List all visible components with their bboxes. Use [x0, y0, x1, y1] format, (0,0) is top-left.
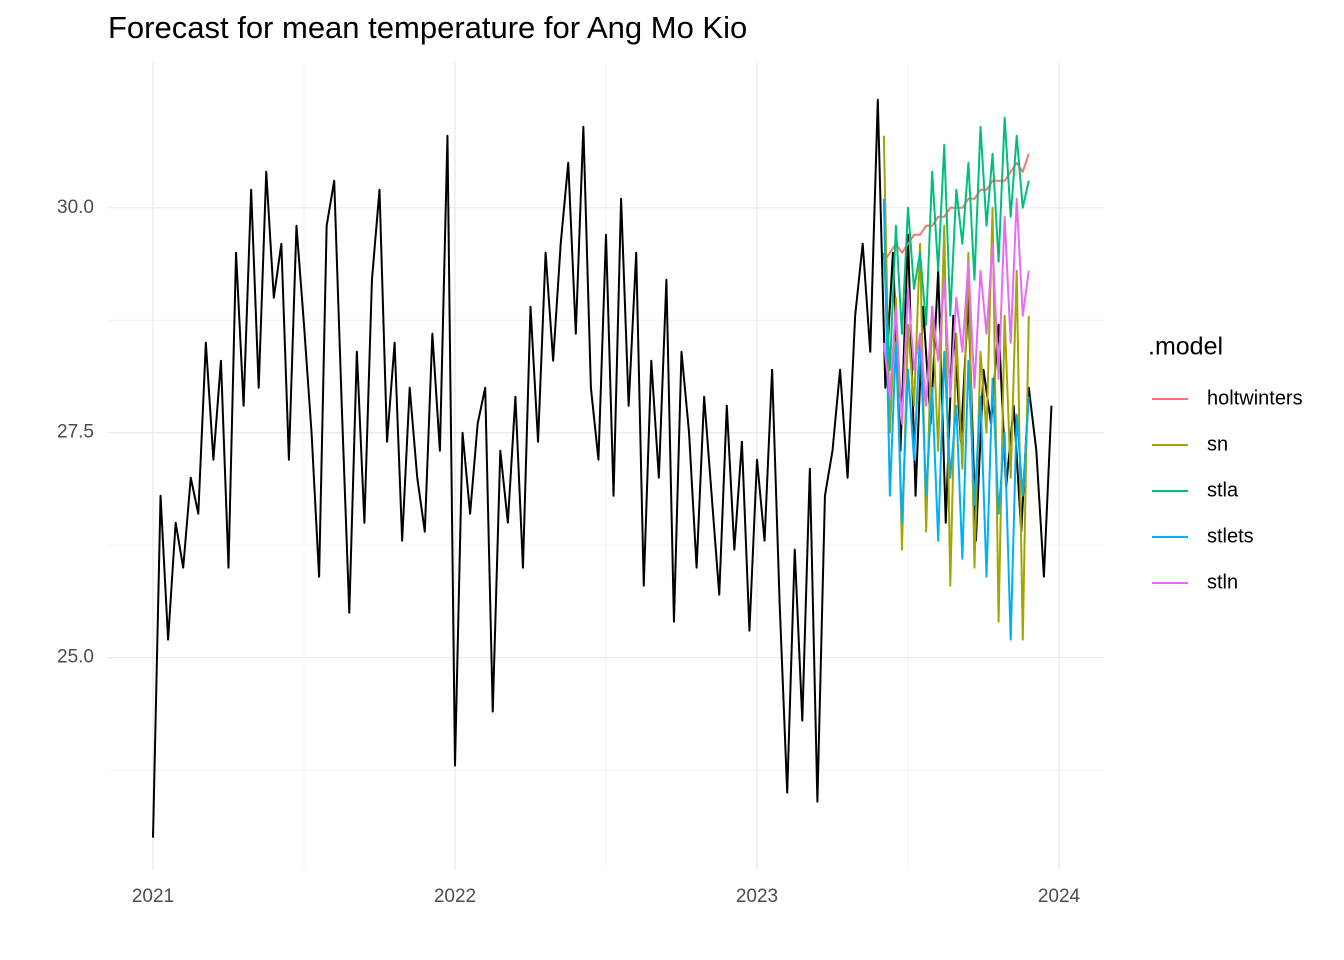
x-tick-label: 2023 — [736, 886, 778, 907]
x-tick-label: 2024 — [1038, 886, 1081, 907]
x-tick-label: 2021 — [132, 886, 174, 907]
legend-title: .model — [1148, 333, 1223, 361]
series-line — [882, 116, 1030, 371]
y-tick-label: 27.5 — [57, 422, 94, 443]
legend-label: stla — [1207, 479, 1239, 501]
series-line — [882, 198, 1030, 641]
legend-label: stln — [1207, 571, 1238, 593]
series-line — [152, 98, 1053, 838]
series-line — [882, 135, 1030, 641]
x-tick-label: 2022 — [434, 886, 476, 907]
y-tick-label: 25.0 — [57, 647, 94, 668]
chart-title: Forecast for mean temperature for Ang Mo… — [108, 10, 747, 45]
y-tick-label: 30.0 — [57, 197, 94, 218]
legend-label: holtwinters — [1207, 387, 1303, 409]
legend-label: stlets — [1207, 525, 1254, 547]
legend-label: sn — [1207, 433, 1228, 455]
series-line — [882, 197, 1030, 425]
